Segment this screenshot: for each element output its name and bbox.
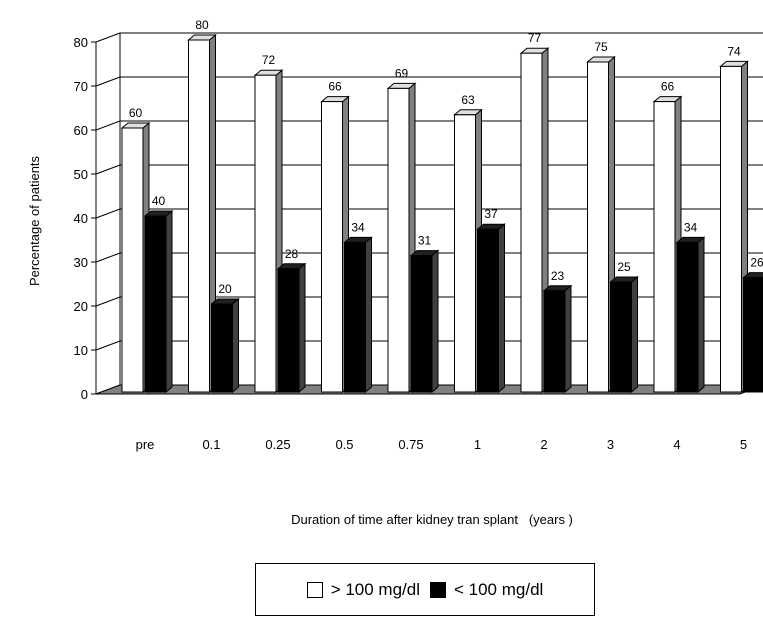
- legend-item-low: < 100 mg/dl: [430, 580, 543, 600]
- bar-high: [387, 87, 410, 393]
- y-tick-label: 10: [74, 343, 88, 358]
- y-tick-label: 30: [74, 255, 88, 270]
- category-label: 4: [673, 437, 680, 452]
- data-label: 60: [129, 106, 143, 120]
- data-label: 23: [551, 269, 565, 283]
- legend-swatch-high: [306, 581, 323, 598]
- data-label: 25: [617, 260, 631, 274]
- y-tick-label: 0: [81, 387, 88, 402]
- gridline-depth: [95, 208, 121, 219]
- data-label: 80: [195, 18, 209, 32]
- bar-side: [298, 262, 306, 394]
- legend-item-high: > 100 mg/dl: [306, 579, 420, 600]
- data-label: 63: [461, 93, 475, 107]
- legend-label-high: > 100 mg/dl: [330, 579, 420, 599]
- legend: > 100 mg/dl < 100 mg/dl: [255, 563, 595, 616]
- data-label: 74: [727, 44, 741, 58]
- category-label: 2: [540, 437, 547, 452]
- gridline-depth: [95, 120, 121, 131]
- bar-side: [431, 249, 439, 394]
- category-label: 0.1: [202, 437, 220, 452]
- bar-side: [232, 297, 239, 394]
- bar-high: [653, 101, 676, 393]
- bar-chart: 0 10 20 30 40 50 60 70 80 60 40 pre 80 20 0.1 72 28 0.25 6…: [27, 18, 763, 527]
- bar-high: [587, 61, 609, 393]
- gridline-depth: [95, 296, 121, 307]
- bar-side: [165, 209, 173, 394]
- category-label: 5: [740, 437, 747, 452]
- bar-side: [365, 236, 372, 394]
- data-label: 40: [152, 194, 166, 208]
- y-tick-label: 70: [74, 79, 88, 94]
- data-label: 72: [262, 53, 276, 67]
- gridline-depth: [95, 340, 121, 351]
- gridline-depth: [95, 252, 121, 263]
- bar-low: [410, 255, 433, 393]
- category-label: 0.5: [335, 437, 353, 452]
- y-tick-label: 20: [74, 299, 88, 314]
- category-label: 3: [607, 437, 614, 452]
- y-axis-title: Percentage of patients: [27, 155, 42, 286]
- data-label: 77: [528, 31, 542, 45]
- data-label: 66: [661, 80, 675, 94]
- bar-side: [498, 223, 505, 394]
- bar-low: [277, 268, 300, 393]
- data-label: 28: [285, 247, 299, 261]
- bar-low: [144, 215, 167, 393]
- bar-high: [454, 114, 476, 393]
- y-tick-label: 80: [74, 35, 88, 50]
- data-label: 69: [395, 66, 409, 80]
- bar-low: [743, 277, 763, 393]
- gridline-depth: [95, 32, 121, 43]
- bar-high: [188, 39, 210, 393]
- x-axis-title: Duration of time after kidney tran splan…: [291, 512, 573, 527]
- bar-side: [697, 236, 705, 394]
- bar-low: [543, 290, 566, 393]
- bar-high: [254, 74, 277, 393]
- bar-high: [720, 65, 742, 393]
- data-label: 37: [484, 207, 498, 221]
- category-label: 0.75: [398, 437, 423, 452]
- data-label: 34: [684, 220, 698, 234]
- bar-high: [121, 127, 144, 393]
- data-label: 26: [750, 256, 763, 270]
- data-label: 66: [328, 80, 342, 94]
- data-label: 31: [418, 234, 432, 248]
- bar-low: [477, 228, 499, 393]
- bar-side: [631, 275, 638, 394]
- category-label: 1: [474, 437, 481, 452]
- gridline-depth: [95, 164, 121, 175]
- gridline-depth: [95, 76, 121, 87]
- bar-low: [610, 281, 632, 393]
- y-tick-label: 60: [74, 123, 88, 138]
- bar-high: [520, 52, 543, 393]
- data-label: 20: [218, 282, 232, 296]
- y-tick-label: 40: [74, 211, 88, 226]
- data-label: 34: [351, 220, 365, 234]
- bar-low: [211, 303, 233, 393]
- data-label: 75: [594, 40, 608, 54]
- bar-high: [321, 101, 343, 393]
- category-label: 0.25: [265, 437, 290, 452]
- bar-low: [676, 241, 699, 393]
- bar-low: [344, 241, 366, 393]
- legend-swatch-low: [430, 581, 446, 598]
- y-tick-label: 50: [74, 167, 88, 182]
- legend-label-low: < 100 mg/dl: [454, 579, 544, 599]
- bar-side: [564, 284, 572, 394]
- category-label: pre: [136, 437, 155, 452]
